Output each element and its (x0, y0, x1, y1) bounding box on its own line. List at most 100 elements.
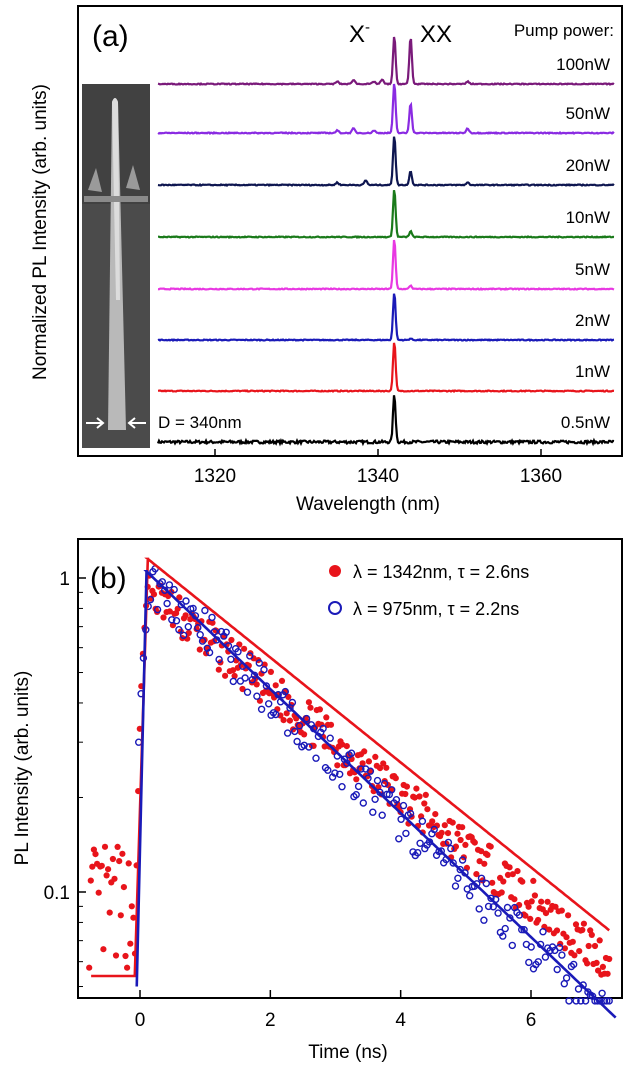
data-point-975nm (605, 997, 613, 1005)
data-point-1342nm (100, 946, 107, 953)
data-point-1342nm (544, 898, 551, 905)
data-point-1342nm (286, 717, 293, 724)
data-point-1342nm (487, 843, 494, 850)
data-point-975nm (170, 585, 178, 594)
panel-b-legend: λ = 1342nm, τ = 2.6ns λ = 975nm, τ = 2.2… (328, 562, 529, 619)
data-point-975nm (208, 613, 216, 622)
data-point-975nm (336, 770, 344, 778)
data-point-1342nm (538, 898, 545, 905)
data-point-975nm (227, 655, 235, 663)
data-point-1342nm (130, 914, 137, 921)
data-point-1342nm (588, 931, 595, 939)
decay-fits-group (91, 557, 617, 1019)
data-point-975nm (295, 722, 304, 730)
data-point-1342nm (563, 934, 570, 941)
data-point-1342nm (334, 762, 341, 769)
data-point-975nm (570, 960, 578, 969)
data-point-1342nm (449, 819, 456, 826)
pump-power-label-10nW: 10nW (566, 208, 610, 227)
pump-power-label-20nW: 20nW (566, 156, 610, 175)
data-point-975nm (392, 796, 401, 804)
data-point-975nm (449, 859, 457, 867)
spectra-group (156, 36, 615, 447)
data-point-975nm (534, 958, 542, 966)
data-point-1342nm (323, 714, 330, 721)
data-point-975nm (380, 779, 389, 788)
data-point-1342nm (552, 903, 559, 910)
data-point-975nm (257, 705, 266, 713)
exciton-peak-label: X- (349, 19, 370, 48)
data-point-975nm (229, 677, 238, 686)
data-point-1342nm (402, 790, 409, 798)
data-point-1342nm (522, 912, 529, 919)
data-point-1342nm (416, 793, 423, 800)
data-point-1342nm (511, 896, 518, 903)
data-point-1342nm (160, 614, 167, 621)
spectrum-1nW (158, 342, 615, 394)
data-point-975nm (414, 849, 422, 857)
data-point-1342nm (114, 843, 121, 851)
data-point-975nm (357, 765, 365, 773)
data-point-1342nm (413, 785, 420, 792)
data-point-975nm (574, 985, 583, 993)
data-point-975nm (215, 655, 223, 664)
data-point-1342nm (535, 916, 542, 924)
data-point-1342nm (112, 952, 120, 959)
data-point-975nm (399, 801, 408, 810)
data-point-1342nm (473, 871, 480, 878)
data-point-975nm (265, 700, 273, 708)
data-point-975nm (466, 892, 474, 900)
panel-a-label: (a) (92, 20, 129, 53)
panel-b-x-tick-label: 6 (526, 1010, 537, 1031)
data-point-1342nm (283, 710, 290, 717)
data-point-1342nm (542, 910, 550, 917)
data-point-1342nm (305, 699, 312, 706)
data-point-1342nm (422, 791, 429, 799)
panel-a: (a) X- XX Pump power: D = 340nm 1320 1340… (30, 5, 623, 515)
data-point-1342nm (424, 806, 431, 813)
data-point-1342nm (429, 818, 436, 825)
data-point-975nm (494, 909, 502, 917)
spectrum-2nW (157, 293, 615, 342)
data-point-1342nm (109, 855, 116, 863)
data-point-1342nm (438, 829, 445, 836)
data-point-1342nm (392, 775, 399, 782)
data-point-1342nm (579, 926, 586, 934)
legend-marker-975nm (328, 601, 342, 615)
data-point-975nm (262, 682, 271, 690)
data-point-975nm (172, 617, 181, 625)
data-point-975nm (288, 698, 297, 707)
data-point-1342nm (361, 748, 368, 755)
data-point-1342nm (117, 912, 124, 919)
data-point-975nm (347, 749, 356, 757)
data-point-1342nm (327, 721, 335, 728)
data-point-1342nm (86, 964, 93, 971)
data-point-1342nm (500, 878, 507, 885)
data-point-975nm (260, 666, 268, 674)
data-point-1342nm (127, 940, 134, 947)
data-point-1342nm (527, 915, 534, 923)
data-point-975nm (205, 648, 214, 657)
data-point-1342nm (124, 964, 131, 971)
data-point-1342nm (372, 753, 379, 761)
data-point-1342nm (585, 942, 592, 950)
data-point-975nm (593, 997, 602, 1005)
data-point-1342nm (380, 760, 387, 767)
data-point-1342nm (231, 672, 238, 680)
data-point-1342nm (561, 945, 569, 952)
data-point-1342nm (478, 848, 485, 855)
data-point-975nm (179, 631, 188, 639)
data-point-1342nm (280, 717, 287, 724)
data-point-1342nm (459, 824, 466, 831)
data-point-975nm (447, 844, 455, 853)
data-point-975nm (454, 874, 462, 882)
data-point-1342nm (166, 608, 173, 615)
pump-power-label-50nW: 50nW (566, 104, 610, 123)
data-point-1342nm (89, 863, 96, 870)
data-point-975nm (499, 932, 507, 940)
spectrum-5nW (157, 239, 615, 291)
data-point-1342nm (606, 955, 613, 963)
data-point-975nm (243, 688, 252, 696)
data-point-975nm (163, 599, 171, 608)
data-point-1342nm (176, 594, 183, 601)
